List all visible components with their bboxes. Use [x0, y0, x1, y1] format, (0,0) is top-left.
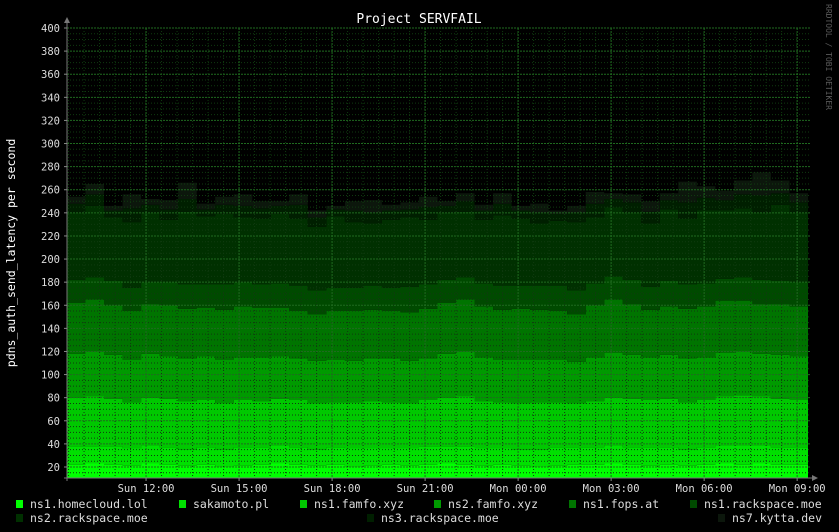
- chart-title: Project SERVFAIL: [356, 12, 481, 27]
- area-ns2-famfo-xyz: [67, 351, 808, 404]
- area-ns1-fops-at: [67, 299, 808, 362]
- stacked-areas: [67, 172, 808, 478]
- legend-swatch-icon: [16, 514, 23, 522]
- area-ns1-rackspace-moe: [67, 276, 808, 315]
- legend-label: ns1.homecloud.lol: [30, 497, 148, 511]
- y-tick-label: 380: [41, 46, 60, 58]
- y-tick-label: 360: [41, 69, 60, 81]
- legend-item: ns7.kytta.dev: [718, 511, 822, 525]
- y-tick-label: 100: [41, 370, 60, 382]
- legend-swatch-icon: [179, 500, 186, 508]
- y-tick-label: 300: [41, 139, 60, 151]
- legend-label: ns1.fops.at: [583, 497, 659, 511]
- y-axis-label: pdns_auth_send_latency per second: [4, 139, 18, 367]
- legend-item: ns3.rackspace.moe: [367, 511, 499, 525]
- legend-label: ns2.rackspace.moe: [30, 511, 148, 525]
- y-tick-label: 260: [41, 185, 60, 197]
- x-tick-label: Sun 21:00: [397, 483, 454, 495]
- area-ns7-kytta-dev: [67, 172, 808, 218]
- legend-label: ns3.rackspace.moe: [381, 511, 499, 525]
- area-ns2-rackspace-moe: [67, 204, 808, 291]
- watermark: RRDTOOL / TOBI OETIKER: [824, 4, 833, 110]
- legend-item: ns2.famfo.xyz: [434, 497, 538, 511]
- y-axis-arrow-icon: [64, 17, 70, 23]
- x-tick-label: Sun 12:00: [118, 483, 175, 495]
- y-tick-label: 240: [41, 208, 60, 220]
- axes: 20 40 60 80 100 120 140 160 180 200 220 240 260 280 30…: [41, 17, 826, 495]
- y-tick-label: 120: [41, 346, 60, 358]
- legend-label: ns2.famfo.xyz: [448, 497, 538, 511]
- y-tick-label: 340: [41, 92, 60, 104]
- y-tick-label: 280: [41, 162, 60, 174]
- y-tick-label: 140: [41, 323, 60, 335]
- legend-swatch-icon: [16, 500, 23, 508]
- y-tick-label: 160: [41, 300, 60, 312]
- y-tick-label: 60: [47, 416, 60, 428]
- x-tick-label: Mon 09:00: [769, 483, 826, 495]
- legend-swatch-icon: [367, 514, 374, 522]
- legend-swatch-icon: [569, 500, 576, 508]
- legend-label: ns7.kytta.dev: [732, 511, 822, 525]
- legend-item: ns1.homecloud.lol: [16, 497, 148, 511]
- y-tick-label: 40: [47, 439, 60, 451]
- y-tick-label: 320: [41, 115, 60, 127]
- x-tick-label: Mon 00:00: [490, 483, 547, 495]
- legend-item: ns2.rackspace.moe: [16, 511, 148, 525]
- x-tick-label: Sun 15:00: [211, 483, 268, 495]
- y-tick-label: 400: [41, 23, 60, 35]
- grid: [67, 27, 811, 478]
- x-tick-label: Mon 06:00: [676, 483, 733, 495]
- legend-item: ns1.rackspace.moe: [690, 497, 822, 511]
- legend-swatch-icon: [434, 500, 441, 508]
- legend-label: ns1.rackspace.moe: [704, 497, 822, 511]
- legend-item: ns1.famfo.xyz: [300, 497, 404, 511]
- x-tick-label: Mon 03:00: [583, 483, 640, 495]
- legend-label: sakamoto.pl: [193, 497, 269, 511]
- legend-swatch-icon: [300, 500, 307, 508]
- x-axis-arrow-icon: [812, 475, 818, 481]
- legend-swatch-icon: [718, 514, 725, 522]
- x-tick-label: Sun 18:00: [304, 483, 361, 495]
- y-tick-label: 20: [47, 462, 60, 474]
- legend-item: ns1.fops.at: [569, 497, 659, 511]
- y-tick-label: 200: [41, 254, 60, 266]
- legend-label: ns1.famfo.xyz: [314, 497, 404, 511]
- y-tick-label: 180: [41, 277, 60, 289]
- y-tick-label: 220: [41, 231, 60, 243]
- y-tick-label: 80: [47, 393, 60, 405]
- legend-item: sakamoto.pl: [179, 497, 269, 511]
- legend-swatch-icon: [690, 500, 697, 508]
- legend: ns1.homecloud.lol sakamoto.pl ns1.famfo.xy…: [16, 497, 822, 525]
